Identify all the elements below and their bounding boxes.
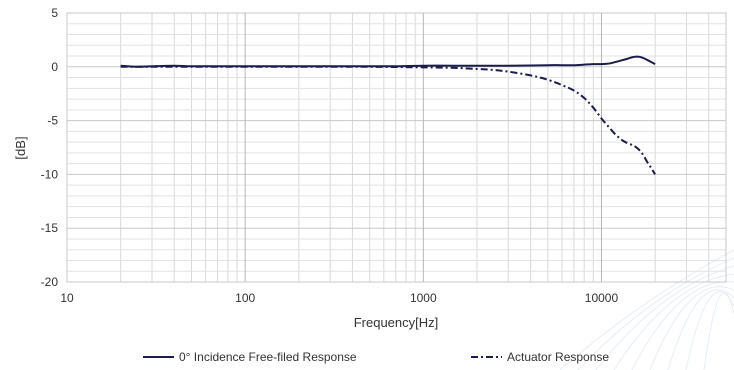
plot-area-frame <box>66 12 727 283</box>
x-tick-label: 10 <box>60 291 74 305</box>
watermark-stroke <box>595 265 734 370</box>
y-tick-label: -5 <box>47 114 58 128</box>
legend-label-actuator: Actuator Response <box>507 350 609 364</box>
y-tick-label: -10 <box>41 167 59 181</box>
series-line-actuator-response <box>120 65 656 175</box>
watermark-stroke <box>577 257 734 370</box>
watermark-stroke <box>667 289 734 370</box>
x-tick-label: 100 <box>235 291 255 305</box>
x-tick-label: 1000 <box>410 291 437 305</box>
x-tick-labels: 10 100 1000 10000 <box>60 291 618 305</box>
y-tick-label: 5 <box>51 6 58 20</box>
watermark-stroke <box>703 292 734 370</box>
major-gridlines <box>66 12 727 283</box>
y-tick-labels: 5 0 -5 -10 -15 -20 <box>41 6 59 289</box>
series-line-free-field-response <box>120 55 656 68</box>
watermark-stroke <box>649 286 734 370</box>
y-tick-label: -15 <box>41 221 59 235</box>
watermark-stroke <box>613 273 734 370</box>
y-axis-title: [dB] <box>13 136 28 159</box>
y-tick-label: -20 <box>41 275 59 289</box>
y-tick-label: 0 <box>51 60 58 74</box>
x-tick-label: 10000 <box>585 291 619 305</box>
background-watermark <box>559 249 734 370</box>
watermark-stroke <box>559 249 734 370</box>
minor-gridlines <box>67 13 727 282</box>
legend-label-free-field: 0° Incidence Free-filed Response <box>179 350 357 364</box>
x-axis-title: Frequency[Hz] <box>354 315 439 330</box>
legend: 0° Incidence Free-filed Response Actuato… <box>143 350 609 364</box>
series-layer <box>120 55 656 175</box>
